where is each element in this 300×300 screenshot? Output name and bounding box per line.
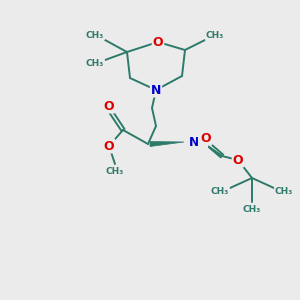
Text: O: O — [153, 35, 163, 49]
Text: O: O — [104, 100, 114, 112]
Text: N: N — [189, 136, 199, 148]
Text: CH₃: CH₃ — [106, 167, 124, 176]
Text: CH₃: CH₃ — [206, 32, 224, 40]
Text: CH₃: CH₃ — [243, 206, 261, 214]
Text: O: O — [233, 154, 243, 166]
Polygon shape — [150, 142, 184, 146]
Text: H: H — [199, 137, 207, 147]
Text: O: O — [104, 140, 114, 152]
Text: CH₃: CH₃ — [86, 59, 104, 68]
Text: O: O — [201, 131, 211, 145]
Text: CH₃: CH₃ — [275, 188, 293, 196]
Text: N: N — [151, 83, 161, 97]
Text: CH₃: CH₃ — [86, 31, 104, 40]
Text: CH₃: CH₃ — [211, 188, 229, 196]
